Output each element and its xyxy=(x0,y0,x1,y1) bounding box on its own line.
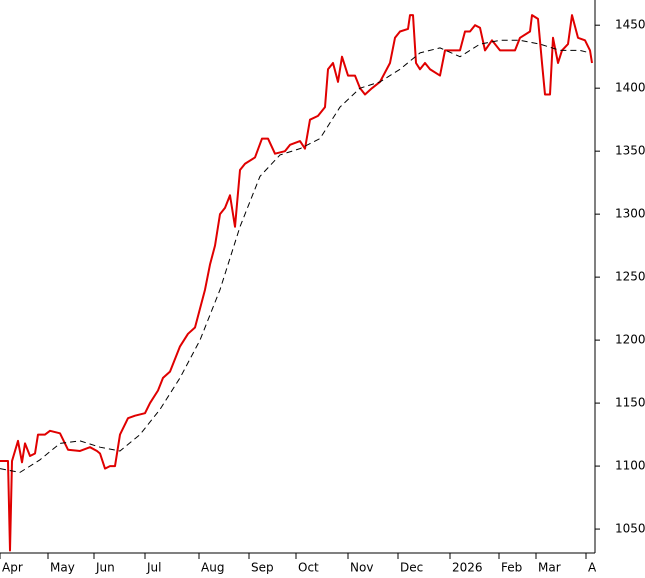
y-tick-label: 1350 xyxy=(615,144,645,158)
x-tick-label: Mar xyxy=(538,561,561,575)
x-tick-label: Jul xyxy=(146,561,161,575)
x-tick-label: Nov xyxy=(350,561,373,575)
y-tick-label: 1150 xyxy=(615,396,645,410)
x-tick-label: 2026 xyxy=(452,561,483,575)
x-tick-label: Dec xyxy=(400,561,423,575)
x-tick-label: Oct xyxy=(298,561,319,575)
series-line xyxy=(0,14,593,552)
x-tick-label: Apr xyxy=(2,561,23,575)
x-tick-label: Sep xyxy=(251,561,274,575)
x-tick-label: Aug xyxy=(201,561,224,575)
y-tick-label: 1450 xyxy=(615,18,645,32)
y-tick-label: 1050 xyxy=(615,522,645,536)
series-line xyxy=(0,39,591,473)
x-tick-label: Feb xyxy=(501,561,522,575)
x-tick-label: May xyxy=(50,561,75,575)
y-tick-label: 1100 xyxy=(615,459,645,473)
x-tick-label: Jun xyxy=(95,561,115,575)
y-tick-label: 1300 xyxy=(615,207,645,221)
x-tick-label: A xyxy=(588,561,597,575)
y-tick-label: 1200 xyxy=(615,333,645,347)
y-tick-label: 1400 xyxy=(615,81,645,95)
y-tick-label: 1250 xyxy=(615,270,645,284)
